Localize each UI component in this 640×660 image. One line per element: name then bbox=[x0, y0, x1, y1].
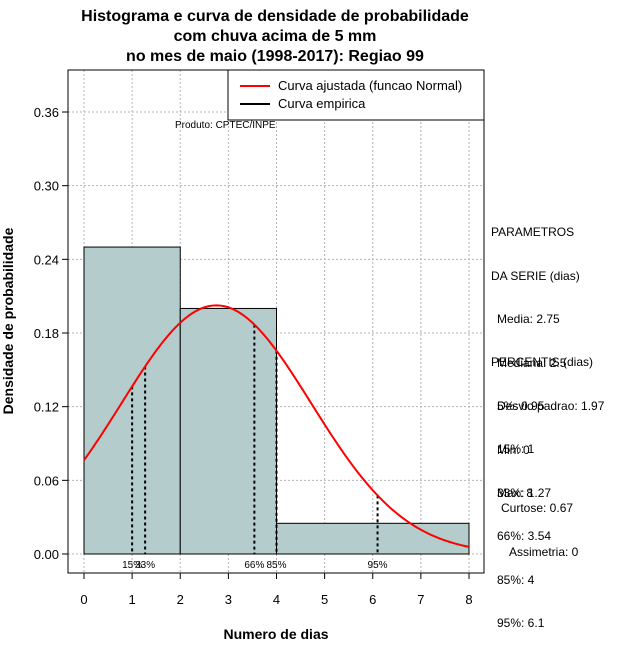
percentis-title: PERCENTIS (dias) bbox=[491, 355, 594, 369]
x-tick-label-8: 8 bbox=[465, 592, 472, 607]
percentis-15: 15%: 1 bbox=[497, 442, 535, 456]
assimetria-value: Assimetria: 0 bbox=[509, 544, 579, 559]
x-axis-label: Numero de dias bbox=[223, 626, 328, 642]
percentile-label-0: 15% bbox=[122, 560, 142, 571]
histogram-bar-1 bbox=[179, 307, 277, 555]
chart-title-line-2: com chuva acima de 5 mm bbox=[174, 28, 377, 45]
parametros-desvio: Desvio padrao: 1.97 bbox=[497, 399, 605, 413]
y-axis-label: Densidade de probabilidade bbox=[0, 227, 16, 414]
legend-fitted-label: Curva ajustada (funcao Normal) bbox=[278, 78, 462, 93]
x-tick-label-7: 7 bbox=[417, 592, 424, 607]
y-tick-label-4: 0.24 bbox=[34, 252, 59, 267]
parametros-mediana: Mediana: 2.5 bbox=[497, 355, 567, 370]
source-note: Produto: CPTEC/INPE bbox=[175, 120, 276, 131]
chart-title-line-1: Histograma e curva de densidade de proba… bbox=[81, 8, 469, 25]
x-tick-label-0: 0 bbox=[80, 592, 87, 607]
x-axis: 0 1 2 3 4 5 6 7 8 bbox=[80, 572, 473, 607]
y-tick-label-5: 0.30 bbox=[34, 179, 59, 194]
percentis-5: 5%: 0.95 bbox=[497, 398, 545, 413]
legend: Curva ajustada (funcao Normal) Curva emp… bbox=[227, 69, 485, 121]
x-tick-label-1: 1 bbox=[129, 592, 136, 607]
percentile-markers: 15%33% 66% 85% 95% bbox=[122, 324, 388, 571]
fitted-normal-curve bbox=[83, 304, 470, 548]
y-tick-label-2: 0.12 bbox=[34, 400, 59, 415]
curtose-value: Curtose: 0.67 bbox=[501, 501, 574, 515]
parametros-max: Max: 8 bbox=[497, 486, 534, 500]
percentis-66: 66%: 3.54 bbox=[497, 529, 552, 543]
parametros-title-2: DA SERIE (dias) bbox=[491, 268, 580, 283]
y-tick-label-1: 0.06 bbox=[34, 473, 59, 488]
legend-empirical-label: Curva empirica bbox=[278, 96, 366, 111]
legend-box bbox=[227, 69, 485, 121]
x-tick-label-6: 6 bbox=[369, 592, 376, 607]
x-tick-label-5: 5 bbox=[321, 592, 328, 607]
shape-panel: Curtose: 0.67 Assimetria: 0 bbox=[499, 472, 578, 574]
percentile-label-2: 66% bbox=[244, 560, 264, 571]
x-tick-label-2: 2 bbox=[177, 592, 184, 607]
percentile-label-3: 85% bbox=[266, 560, 286, 571]
percentis-panel: PERCENTIS (dias) 5%: 0.95 15%: 1 33%: 1.… bbox=[491, 326, 593, 645]
percentis-33: 33%: 1.27 bbox=[497, 485, 552, 500]
percentile-label-4: 95% bbox=[368, 560, 388, 571]
y-tick-label-0: 0.00 bbox=[34, 547, 59, 562]
y-tick-label-3: 0.18 bbox=[34, 326, 59, 341]
percentis-85: 85%: 4 bbox=[497, 572, 535, 587]
x-tick-label-3: 3 bbox=[225, 592, 232, 607]
parametros-title-1: PARAMETROS bbox=[491, 225, 575, 239]
parametros-media: Media: 2.75 bbox=[497, 312, 560, 326]
parametros-panel: PARAMETROS DA SERIE (dias) Media: 2.75 M… bbox=[491, 196, 604, 515]
percentis-95: 95%: 6.1 bbox=[497, 616, 545, 630]
parametros-min: Min: 0 bbox=[497, 442, 530, 457]
y-tick-label-6: 0.36 bbox=[34, 105, 59, 120]
y-axis: 0.00 0.06 0.12 0.18 0.24 0.30 0.36 bbox=[34, 105, 69, 562]
x-tick-label-4: 4 bbox=[273, 592, 280, 607]
chart-title-line-3: no mes de maio (1998-2017): Regiao 99 bbox=[126, 48, 424, 65]
percentile-label-1: 33% bbox=[135, 560, 155, 571]
